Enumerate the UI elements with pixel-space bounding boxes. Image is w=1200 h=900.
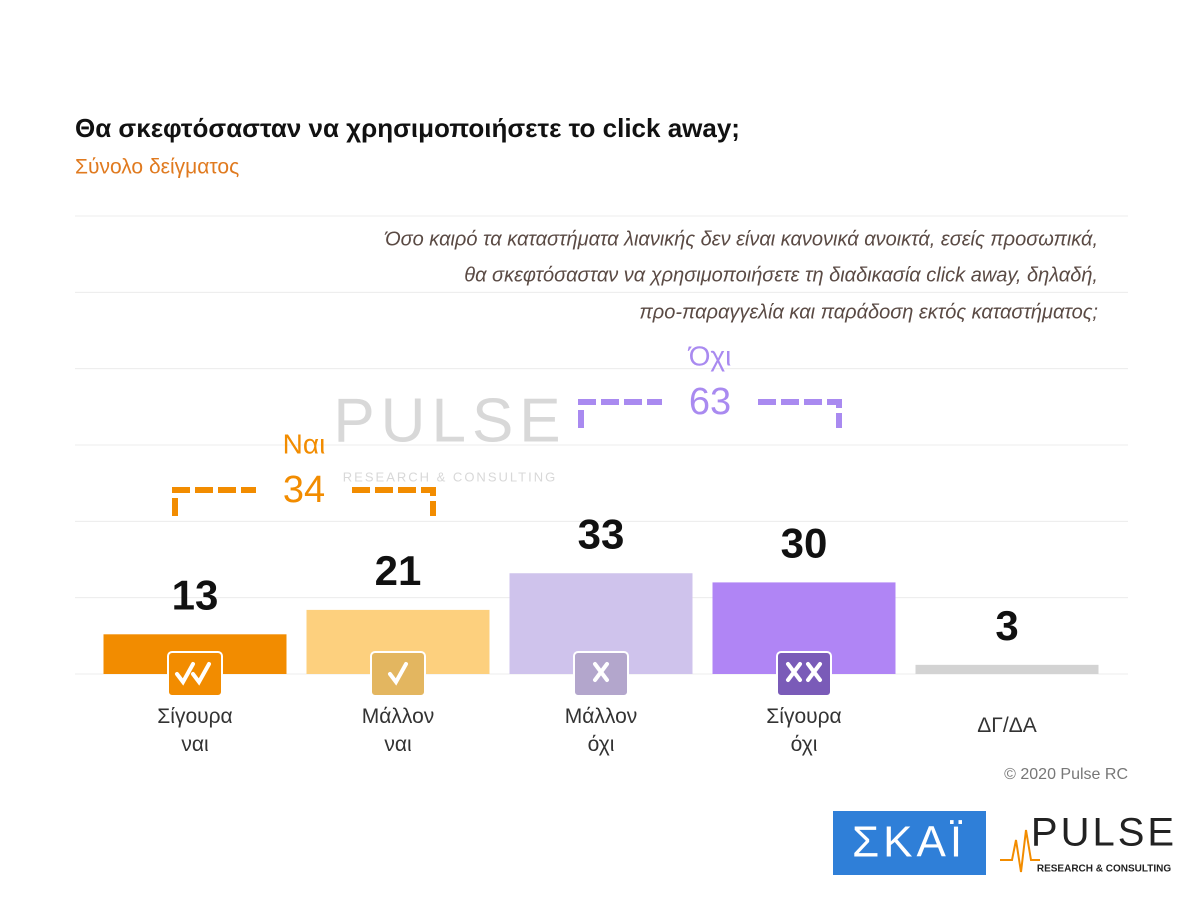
x-tick-label: ΔΓ/ΔΑ bbox=[977, 714, 1037, 737]
logo-text: PULSE bbox=[1031, 811, 1177, 855]
watermark: PULSE bbox=[333, 386, 566, 455]
annotation-value: 34 bbox=[283, 469, 325, 511]
value-label: 3 bbox=[995, 602, 1018, 649]
bar bbox=[915, 664, 1099, 674]
icon-glyph bbox=[175, 662, 211, 686]
x-tick-label: Σίγουρα όχι bbox=[766, 705, 842, 756]
x-tick-label: Μάλλον όχι bbox=[564, 705, 638, 756]
chart-subtitle: Σύνολο δείγματος bbox=[75, 156, 239, 179]
icon bbox=[776, 651, 832, 697]
bracket bbox=[578, 399, 842, 428]
icon-glyph bbox=[593, 662, 609, 682]
logo-box bbox=[833, 811, 986, 875]
copyright: © 2020 Pulse RC bbox=[1004, 766, 1128, 783]
value-label: 33 bbox=[578, 510, 625, 557]
icon-glyph bbox=[786, 662, 822, 682]
logo-text: ΣΚΑΪ bbox=[852, 818, 966, 867]
value-label: 13 bbox=[172, 571, 219, 618]
question-line: Όσο καιρό τα καταστήματα λιανικής δεν εί… bbox=[384, 228, 1098, 250]
x-tick-label: Σίγουρα ναι bbox=[157, 705, 233, 756]
annotation-value: 63 bbox=[689, 381, 731, 423]
annotation-label: Όχι bbox=[688, 340, 732, 371]
logo-text: RESEARCH & CONSULTING bbox=[1037, 864, 1171, 875]
icon bbox=[370, 651, 426, 697]
question-line: προ-παραγγελία και παράδοση εκτός καταστ… bbox=[639, 301, 1098, 323]
x-tick-label: Μάλλον ναι bbox=[361, 705, 435, 756]
logo-wave bbox=[1000, 829, 1040, 873]
question-line: θα σκεφτόσασταν να χρησιμοποιήσετε τη δι… bbox=[464, 264, 1098, 286]
value-label: 21 bbox=[375, 547, 422, 594]
value-label: 30 bbox=[781, 519, 828, 566]
chart-title: Θα σκεφτόσασταν να χρησιμοποιήσετε το cl… bbox=[75, 113, 740, 143]
watermark: RESEARCH & CONSULTING bbox=[343, 469, 557, 484]
annotation-label: Ναι bbox=[283, 428, 326, 459]
icon-glyph bbox=[388, 662, 408, 686]
bracket bbox=[172, 487, 436, 516]
